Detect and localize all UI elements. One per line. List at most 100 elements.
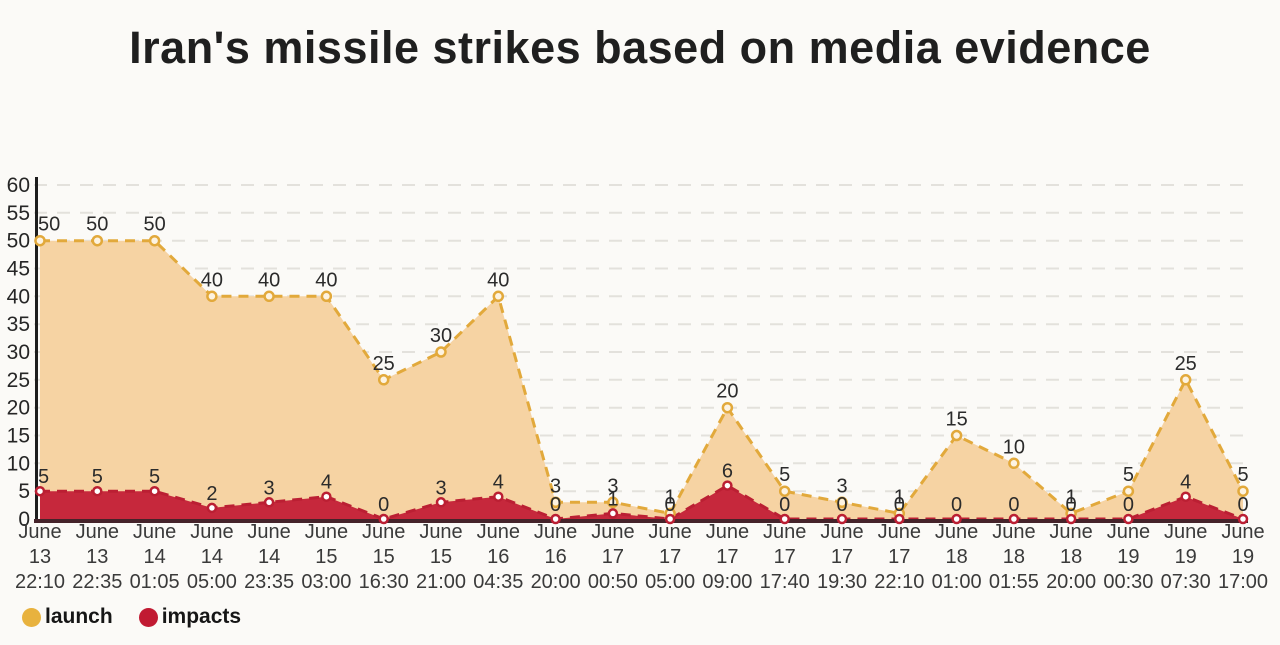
x-tick-label: June 17 05:00 [645,521,695,593]
impacts-marker [951,513,962,525]
impacts-marker [92,485,103,497]
launch-marker [1179,374,1192,386]
y-tick-label: 5 [18,480,30,503]
impacts-marker [664,513,676,525]
launch-value-label: 40 [315,269,337,291]
impacts-value-label: 0 [550,494,561,516]
impacts-marker [779,513,790,525]
launch-marker [320,290,333,303]
launch-value-label: 50 [86,214,108,236]
launch-marker [721,401,734,414]
y-tick-label: 30 [7,341,30,364]
impacts-marker [149,485,160,497]
impacts-marker [1237,513,1249,525]
launch-marker [263,290,275,303]
x-tick-label: June 18 20:00 [1046,521,1096,593]
impacts-value-label: 3 [435,477,446,499]
x-tick-label: June 13 22:35 [72,521,122,593]
x-tick-label: June 17 22:10 [874,521,924,593]
x-tick-label: June 15 16:30 [359,521,409,593]
launch-value-label: 20 [716,381,738,403]
x-tick-label: June 14 23:35 [244,521,294,593]
impacts-marker [1065,513,1077,525]
y-tick-label: 50 [7,230,30,253]
launch-marker [377,374,390,386]
x-tick-label: June 19 17:00 [1218,521,1268,593]
impacts-marker [722,480,733,491]
chart-legend: launch impacts [22,605,241,629]
x-tick-label: June 17 09:00 [702,521,752,593]
chart-title: Iran's missile strikes based on media ev… [129,22,1151,73]
impacts-value-label: 0 [779,494,790,516]
y-tick-label: 10 [7,452,30,475]
launch-value-label: 50 [143,214,165,236]
launch-line [40,239,1245,516]
x-tick-label: June 15 03:00 [301,521,351,593]
legend-item-launch: launch [22,605,113,629]
impacts-value-label: 0 [1008,494,1019,516]
y-tick-label: 0 [18,508,30,531]
launch-marker [492,290,505,303]
impacts-value-label: 4 [493,472,504,494]
impacts-value-label: 0 [836,494,847,516]
impacts-value-label: 0 [665,494,676,516]
impacts-marker [378,513,389,525]
impacts-marker [550,513,561,525]
impacts-value-label: 2 [206,483,217,505]
launch-marker [607,496,619,509]
impacts-value-label: 0 [951,494,962,516]
impacts-marker [263,497,275,508]
launch-value-label: 3 [607,475,618,497]
x-tick-label: June 17 17:40 [760,521,810,593]
impacts-marker [435,497,447,508]
x-tick-label: June 19 07:30 [1161,521,1211,593]
impacts-swatch-icon [138,607,158,627]
legend-label-launch: launch [45,605,113,628]
impacts-area [40,485,1243,519]
y-tick-label: 15 [7,425,30,448]
impacts-value-label: 4 [321,472,332,494]
launch-value-label: 3 [836,475,847,497]
x-tick-label: June 16 04:35 [473,521,523,593]
impacts-marker [321,491,332,502]
launch-marker [549,496,562,509]
launch-value-label: 40 [258,269,280,291]
x-tick-label: June 14 01:05 [130,521,180,593]
launch-value-label: 5 [1237,464,1248,486]
y-tick-label: 40 [7,285,30,308]
launch-value-label: 25 [1175,353,1197,375]
launch-swatch-icon [22,607,41,627]
launch-value-label: 10 [1003,436,1025,458]
launch-marker [778,485,791,497]
impacts-marker [894,513,905,525]
launch-value-label: 3 [550,475,561,497]
launch-value-label: 40 [487,269,509,291]
launch-marker [1122,485,1135,497]
x-tick-label: June 17 19:30 [817,521,867,593]
launch-value-label: 40 [201,269,223,291]
impacts-marker [493,491,504,502]
chart-area: 50 50 50 40 40 40 25 30 40 3 3 1 20 5 3 1 15 10 1 5 25 5 5 5 5 2 3… [0,172,1280,602]
launch-area [40,240,1243,519]
y-tick-label: 35 [7,313,30,336]
impacts-value-label: 0 [1066,494,1077,516]
impacts-value-label: 0 [894,494,905,516]
impacts-value-label: 1 [607,488,618,510]
launch-value-label: 1 [665,486,676,508]
launch-marker [34,234,46,247]
impacts-value-label: 5 [38,466,49,488]
launch-value-label: 50 [38,214,60,236]
impacts-marker [1123,513,1134,525]
impacts-value-label: 5 [92,466,103,488]
y-tick-label: 25 [7,369,30,392]
launch-value-label: 1 [894,486,905,508]
launch-marker [950,429,963,442]
impacts-value-label: 6 [722,461,733,483]
launch-marker [206,290,218,303]
launch-marker [435,346,447,358]
impacts-marker [836,513,848,525]
launch-value-label: 30 [430,325,452,347]
impacts-marker [206,502,218,514]
x-tick-label: June 18 01:55 [989,521,1039,593]
launch-value-label: 25 [373,353,395,375]
